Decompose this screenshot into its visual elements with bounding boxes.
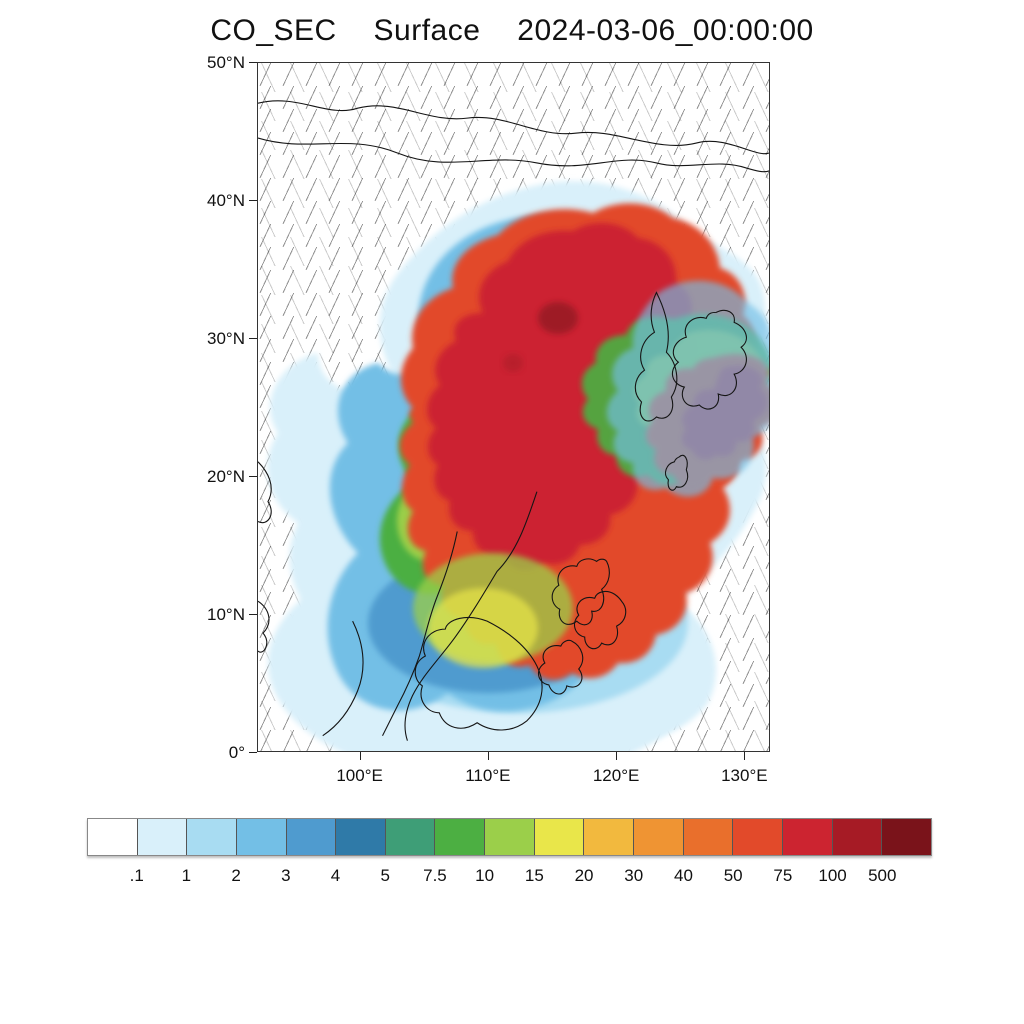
legend-color-cell-7[interactable] [435, 819, 485, 855]
y-axis-tick [249, 614, 257, 615]
legend-color-cell-6[interactable] [386, 819, 436, 855]
legend-tick-labels: .1 1 2 3 4 5 7.5 10 15 20 30 40 50 75 100 500 [87, 856, 932, 866]
legend-tick-label-4: 4 [331, 866, 340, 886]
y-axis-tick [249, 338, 257, 339]
legend-color-cell-0[interactable] [88, 819, 138, 855]
y-axis-label-20degN: 20°N [187, 467, 245, 487]
legend-color-cell-16[interactable] [882, 819, 931, 855]
legend-tick-label-10: 10 [475, 866, 494, 886]
y-axis-label-0deg: 0° [187, 743, 245, 763]
y-axis-tick [249, 476, 257, 477]
legend-color-cell-2[interactable] [187, 819, 237, 855]
page-title: CO_SEC Surface 2024-03-06_00:00:00 [0, 14, 1024, 48]
legend-tick-label-500: 500 [868, 866, 896, 886]
legend-color-bar [87, 818, 932, 856]
legend-color-cell-14[interactable] [783, 819, 833, 855]
y-axis-tick [249, 62, 257, 63]
x-axis-label-100E: 100°E [336, 766, 383, 786]
title-datetime: 2024-03-06_00:00:00 [517, 14, 813, 47]
y-axis-label-10degN: 10°N [187, 605, 245, 625]
x-axis-tick [488, 752, 489, 760]
legend-color-cell-8[interactable] [485, 819, 535, 855]
x-axis-tick [616, 752, 617, 760]
legend-color-cell-15[interactable] [833, 819, 883, 855]
x-axis-label-120E: 120°E [593, 766, 640, 786]
legend-tick-label-75: 75 [773, 866, 792, 886]
legend-color-cell-13[interactable] [733, 819, 783, 855]
title-level: Surface [374, 14, 481, 47]
coastline-overlay [258, 63, 769, 751]
x-axis-tick [744, 752, 745, 760]
legend-color-cell-5[interactable] [336, 819, 386, 855]
y-axis-label-40degN: 40°N [187, 191, 245, 211]
x-axis-label-110E: 110°E [465, 766, 510, 786]
legend-tick-label-p1: .1 [130, 866, 144, 886]
legend-tick-label-40: 40 [674, 866, 693, 886]
legend-tick-label-30: 30 [624, 866, 643, 886]
legend-color-cell-1[interactable] [138, 819, 188, 855]
legend-color-cell-3[interactable] [237, 819, 287, 855]
y-axis-label-30degN: 30°N [187, 329, 245, 349]
x-axis-label-130E: 130°E [721, 766, 768, 786]
legend-tick-label-2: 2 [231, 866, 240, 886]
legend-color-cell-9[interactable] [535, 819, 585, 855]
legend-tick-label-5: 5 [381, 866, 390, 886]
map-panel[interactable]: 50°N 40°N 30°N 20°N 10°N 0° 100°E 110°E 120°E 130… [257, 62, 770, 752]
legend-color-cell-12[interactable] [684, 819, 734, 855]
legend-color-cell-11[interactable] [634, 819, 684, 855]
legend-color-cell-4[interactable] [287, 819, 337, 855]
y-axis-label-50degN: 50°N [187, 53, 245, 73]
legend-tick-label-3: 3 [281, 866, 290, 886]
legend-tick-label-7p5: 7.5 [423, 866, 447, 886]
y-axis-tick [249, 200, 257, 201]
legend-tick-label-100: 100 [818, 866, 846, 886]
x-axis-tick [360, 752, 361, 760]
legend-tick-label-1: 1 [182, 866, 191, 886]
legend-tick-label-15: 15 [525, 866, 544, 886]
y-axis-tick [249, 752, 257, 753]
legend-color-cell-10[interactable] [584, 819, 634, 855]
title-dataset: CO_SEC [210, 14, 336, 47]
legend-tick-label-50: 50 [724, 866, 743, 886]
color-legend[interactable]: .1 1 2 3 4 5 7.5 10 15 20 30 40 50 75 100 500 [87, 818, 932, 866]
legend-tick-label-20: 20 [575, 866, 594, 886]
